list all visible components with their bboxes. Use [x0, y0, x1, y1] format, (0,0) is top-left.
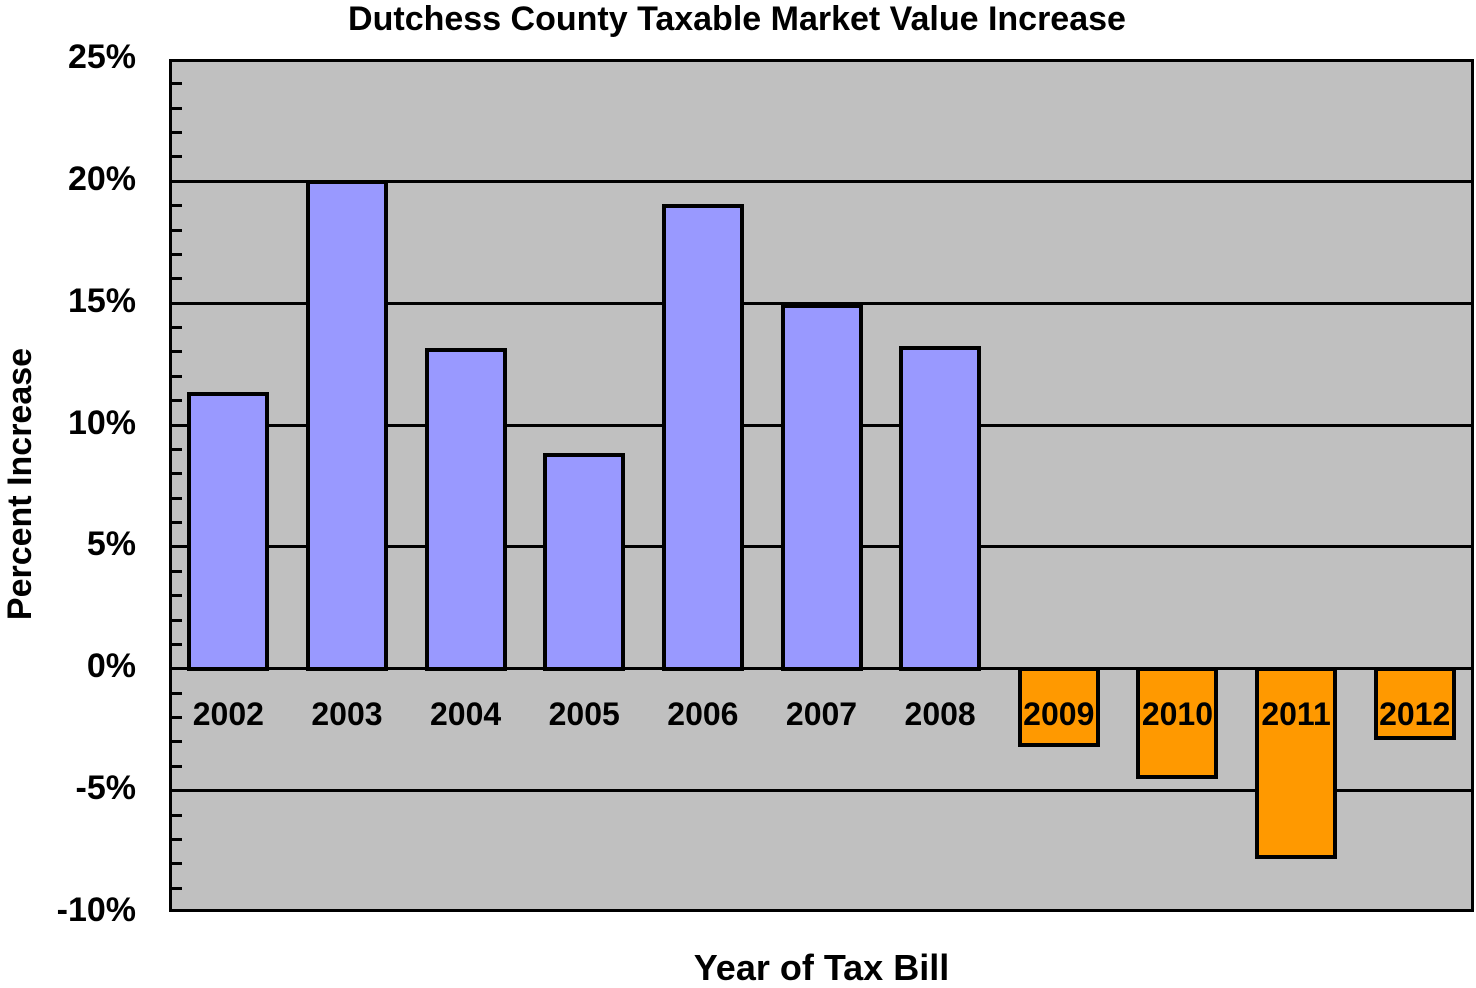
bar-2007 [780, 304, 863, 672]
plot-area [169, 59, 1474, 912]
x-tick-label: 2011 [1261, 696, 1331, 732]
minor-tick [172, 813, 182, 817]
minor-tick [172, 496, 182, 500]
bar-2009 [1017, 667, 1100, 747]
minor-tick [172, 862, 182, 866]
minor-tick [172, 472, 182, 476]
minor-tick [172, 886, 182, 890]
bar-2010 [1136, 667, 1219, 779]
minor-tick [172, 252, 182, 256]
minor-tick [172, 716, 182, 720]
minor-tick [172, 618, 182, 622]
bar-2006 [661, 204, 744, 672]
chart-title: Dutchess County Taxable Market Value Inc… [0, 0, 1476, 38]
minor-tick [172, 399, 182, 403]
bar-2011 [1255, 667, 1338, 859]
y-tick-label: 20% [67, 159, 136, 198]
minor-tick [172, 155, 182, 159]
minor-tick [172, 764, 182, 768]
minor-tick [172, 642, 182, 646]
minor-tick [172, 204, 182, 208]
minor-tick [172, 521, 182, 525]
minor-tick [172, 569, 182, 573]
y-tick-label: 0% [86, 647, 136, 686]
bar-2008 [899, 345, 982, 672]
y-axis-title: Percent Increase [1, 347, 39, 621]
x-tick-label: 2009 [1023, 696, 1095, 732]
x-tick-label: 2003 [311, 696, 383, 732]
x-tick-label: 2007 [785, 696, 858, 732]
minor-tick [172, 837, 182, 841]
minor-tick [172, 740, 182, 744]
x-tick-label: 2004 [429, 696, 502, 732]
x-tick-label: 2012 [1379, 696, 1451, 732]
gridline [172, 789, 1471, 793]
minor-tick [172, 447, 182, 451]
bar-2012 [1373, 667, 1456, 740]
y-tick-label: 5% [86, 525, 136, 564]
bar-2003 [305, 179, 388, 672]
x-axis-title: Year of Tax Bill [693, 947, 950, 988]
chart-title-text: Dutchess County Taxable Market Value Inc… [348, 0, 1126, 38]
minor-tick [172, 228, 182, 232]
minor-tick [172, 594, 182, 598]
y-tick-label: 25% [67, 38, 136, 76]
x-tick-label: 2005 [548, 696, 620, 732]
minor-tick [172, 374, 182, 378]
y-tick-label: -5% [75, 769, 136, 808]
bar-2002 [187, 391, 270, 672]
minor-tick [172, 326, 182, 330]
minor-tick [172, 691, 182, 695]
bar-2005 [543, 452, 626, 672]
minor-tick [172, 277, 182, 281]
minor-tick [172, 131, 182, 135]
bar-2004 [424, 348, 507, 672]
minor-tick [172, 82, 182, 86]
minor-tick [172, 106, 182, 110]
y-tick-label: 15% [67, 281, 136, 320]
x-tick-label: 2002 [192, 696, 264, 732]
minor-tick [172, 350, 182, 354]
gridline [172, 179, 1471, 183]
x-tick-label: 2006 [667, 696, 739, 732]
x-tick-label: 2008 [904, 696, 976, 732]
x-tick-label: 2010 [1141, 696, 1213, 732]
y-tick-label: -10% [56, 891, 136, 929]
gridline [172, 301, 1471, 305]
y-tick-label: 10% [67, 403, 136, 442]
